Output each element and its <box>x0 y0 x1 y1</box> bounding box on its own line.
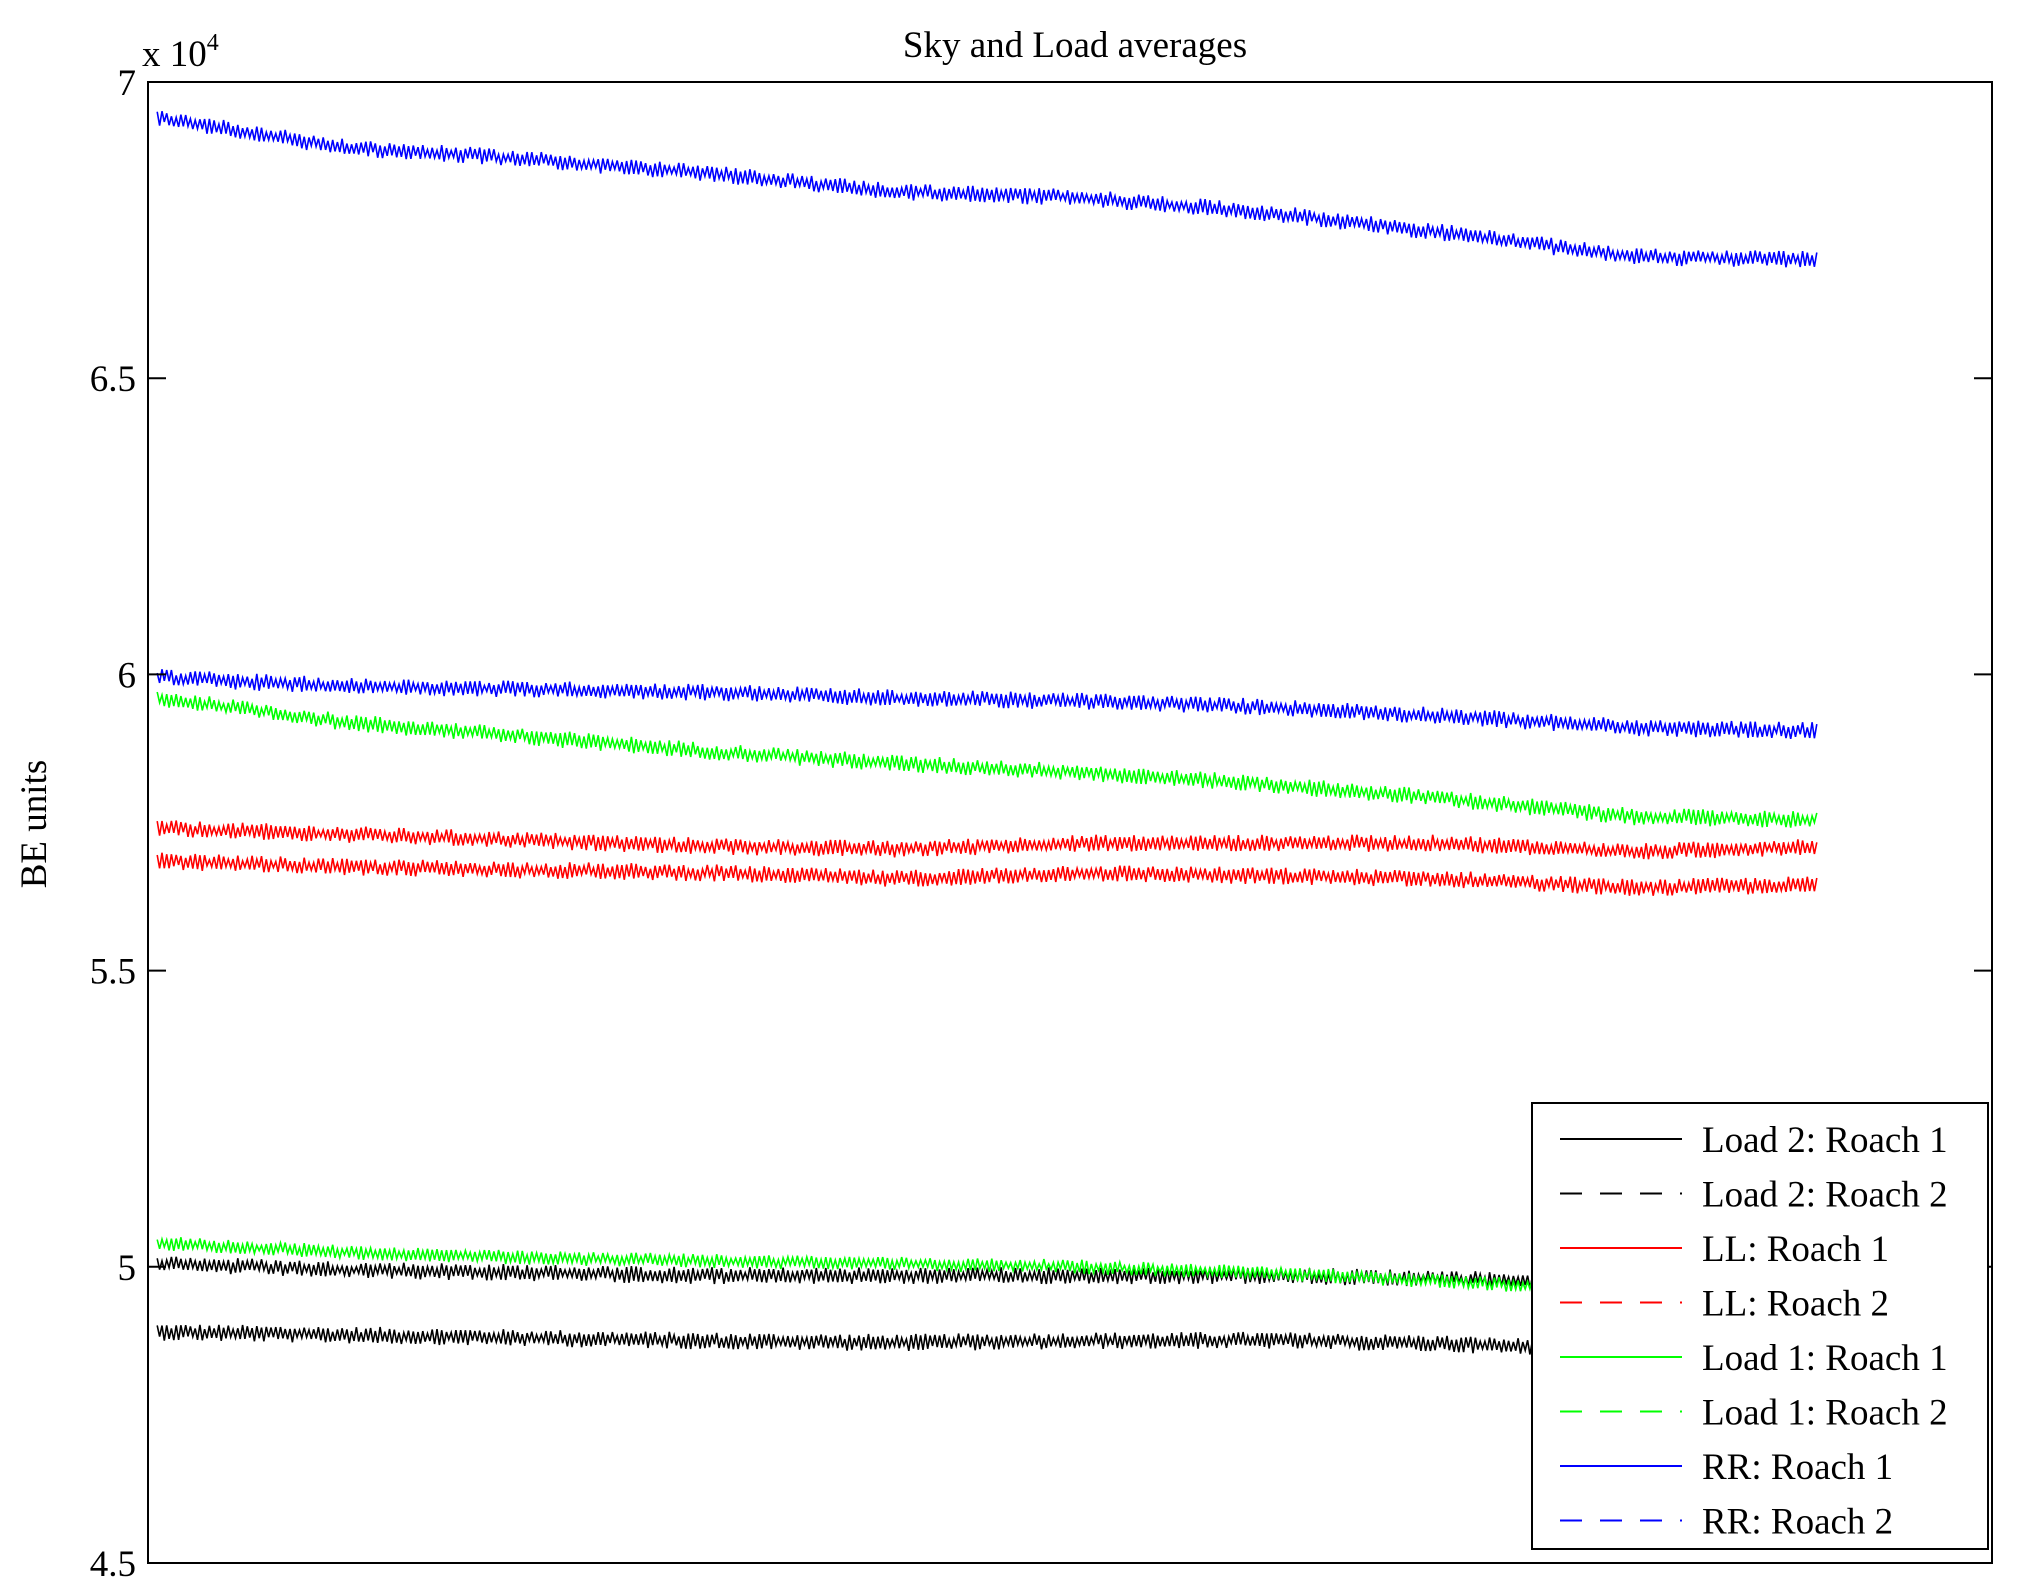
chart-title: Sky and Load averages <box>903 25 1247 66</box>
series-line <box>156 820 1818 860</box>
y-axis-label: BE units <box>14 760 55 889</box>
y-ticks: 4.5 5 5.5 6 6.5 7 <box>90 63 1992 1585</box>
legend-label: LL: Roach 1 <box>1702 1229 1889 1270</box>
axes-box <box>147 81 1993 1564</box>
legend-label: Load 2: Roach 2 <box>1702 1175 1948 1216</box>
series-line <box>156 691 1818 828</box>
series-line <box>156 111 1818 268</box>
series-line <box>156 669 1818 739</box>
legend-label: RR: Roach 2 <box>1702 1502 1893 1543</box>
legend-label: Load 1: Roach 2 <box>1702 1393 1948 1434</box>
legend-label: LL: Roach 2 <box>1702 1284 1889 1325</box>
series-line <box>156 852 1818 896</box>
legend-box <box>1531 1102 1989 1550</box>
legend: Load 2: Roach 1 Load 2: Roach 2 LL: Roach … <box>1531 1102 1989 1550</box>
y-tick-label: 7 <box>118 63 137 104</box>
legend-label: RR: Roach 1 <box>1702 1447 1893 1488</box>
legend-label: Load 1: Roach 1 <box>1702 1338 1948 1379</box>
y-tick-label: 5.5 <box>90 952 136 993</box>
y-tick-label: 6.5 <box>90 359 136 400</box>
y-multiplier: x 104 <box>142 30 219 75</box>
y-tick-label: 6 <box>118 655 137 696</box>
y-tick-label: 5 <box>118 1248 137 1289</box>
legend-label: Load 2: Roach 1 <box>1702 1120 1948 1161</box>
series-layer <box>156 111 1818 1360</box>
y-tick-label: 4.5 <box>90 1544 136 1585</box>
